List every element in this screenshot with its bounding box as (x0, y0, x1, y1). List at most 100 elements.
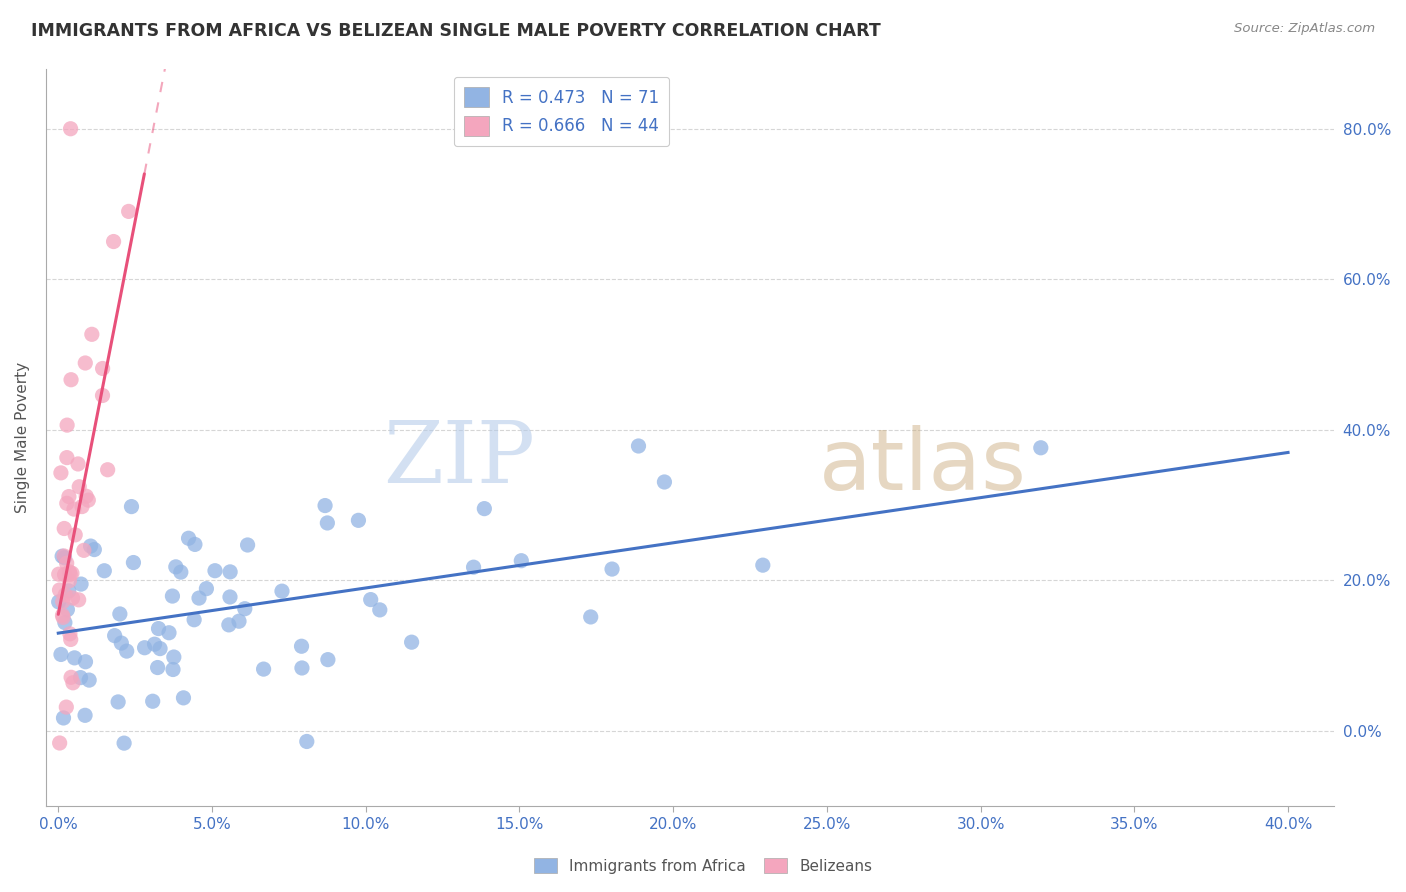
Text: Source: ZipAtlas.com: Source: ZipAtlas.com (1234, 22, 1375, 36)
Point (316, 653, 339, 667)
Point (59, 567, 82, 582)
Point (170, 565, 193, 579)
Point (110, 636, 132, 650)
Point (295, 734, 318, 748)
Point (77, 493, 100, 508)
Point (122, 556, 145, 570)
Point (368, 603, 391, 617)
Point (52, 711, 75, 725)
Point (177, 531, 200, 545)
Point (79, 539, 101, 553)
Point (163, 650, 186, 665)
Point (579, 610, 602, 624)
Point (75, 655, 97, 669)
Point (67, 592, 90, 607)
Point (58, 574, 80, 588)
Point (70, 577, 93, 591)
Point (70, 500, 93, 514)
Point (162, 589, 184, 603)
Point (56, 602, 79, 616)
Point (314, 499, 336, 513)
Point (52, 610, 75, 624)
Point (48, 582, 70, 597)
Point (118, 204, 141, 219)
Text: IMMIGRANTS FROM AFRICA VS BELIZEAN SINGLE MALE POVERTY CORRELATION CHART: IMMIGRANTS FROM AFRICA VS BELIZEAN SINGL… (31, 22, 880, 40)
Point (53, 549, 76, 563)
Point (59, 632, 82, 647)
Point (115, 644, 138, 658)
Point (103, 235, 125, 249)
Text: ZIP: ZIP (384, 418, 536, 501)
Point (149, 641, 172, 656)
Point (60, 566, 83, 581)
Point (93, 564, 115, 578)
Point (77, 673, 100, 687)
Point (142, 694, 165, 708)
Point (121, 500, 143, 514)
Point (48, 595, 70, 609)
Point (60, 373, 83, 387)
Point (188, 591, 211, 605)
Point (56, 418, 79, 433)
Point (48, 567, 70, 582)
Point (49, 648, 72, 662)
Point (55, 700, 77, 714)
Point (271, 584, 294, 599)
Point (316, 516, 339, 530)
Point (510, 554, 533, 568)
Point (53, 615, 76, 630)
Point (69, 671, 91, 685)
Point (63, 502, 86, 516)
Point (59, 627, 82, 641)
Point (91, 388, 114, 402)
Point (172, 690, 194, 705)
Point (360, 592, 382, 607)
Point (66, 457, 89, 471)
Point (55, 556, 77, 570)
Text: atlas: atlas (818, 425, 1026, 508)
Point (291, 661, 314, 675)
Point (97, 463, 120, 477)
Point (157, 625, 180, 640)
Point (219, 565, 242, 579)
Point (627, 439, 650, 453)
Point (104, 629, 127, 643)
Point (73, 543, 96, 558)
Point (204, 564, 226, 578)
Point (233, 601, 256, 615)
Point (58, 583, 80, 598)
Point (63, 528, 86, 542)
Point (58, 490, 80, 504)
Point (53, 521, 76, 535)
Point (236, 538, 259, 552)
Point (53, 550, 76, 565)
Point (183, 613, 205, 627)
Point (56, 450, 79, 465)
Point (83, 542, 105, 557)
Point (165, 559, 187, 574)
Point (75, 489, 97, 503)
Point (58, 565, 80, 579)
Point (401, 635, 423, 649)
Point (219, 590, 242, 604)
Point (49, 466, 72, 480)
Point (146, 660, 169, 674)
Point (51, 608, 73, 623)
Legend: Immigrants from Africa, Belizeans: Immigrants from Africa, Belizeans (527, 852, 879, 880)
Point (91, 361, 114, 376)
Point (112, 736, 135, 750)
Point (75, 708, 97, 723)
Point (53, 588, 76, 602)
Point (80, 327, 103, 342)
Point (463, 560, 485, 574)
Point (290, 639, 312, 653)
Y-axis label: Single Male Poverty: Single Male Poverty (15, 362, 30, 513)
Point (218, 618, 240, 632)
Point (195, 582, 218, 596)
Legend: R = 0.473   N = 71, R = 0.666   N = 44: R = 0.473 N = 71, R = 0.666 N = 44 (454, 77, 669, 146)
Point (143, 637, 166, 651)
Point (51, 549, 73, 564)
Point (59, 121, 82, 136)
Point (1029, 441, 1052, 455)
Point (184, 537, 207, 551)
